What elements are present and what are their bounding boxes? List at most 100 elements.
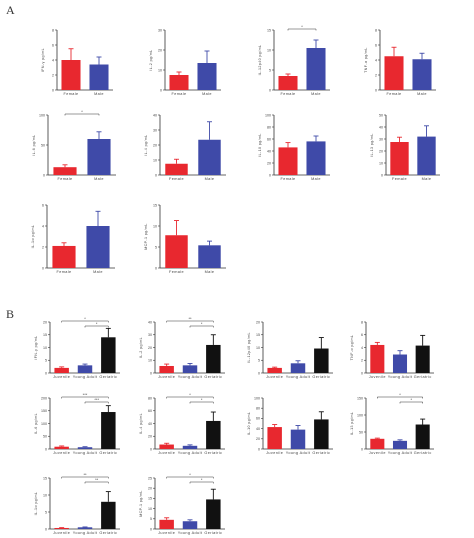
y-axis-label: IL-13 pg/mL bbox=[350, 412, 354, 436]
chart-b10: 0 5 10 15 20 25 MCP-1 pg/mL Juvenile Young Adult… bbox=[139, 472, 225, 535]
y-tick-label: 40 bbox=[256, 427, 260, 431]
bar-young-adult bbox=[77, 365, 93, 373]
bar-geriatric bbox=[101, 501, 116, 529]
y-tick-label: 80 bbox=[148, 396, 152, 400]
y-tick-label: 30 bbox=[148, 333, 152, 337]
category-label: Male bbox=[205, 177, 215, 181]
y-tick-label: 0 bbox=[160, 88, 162, 92]
bar-geriatric bbox=[314, 348, 329, 373]
bar-male bbox=[198, 139, 221, 175]
category-label: Juvenile bbox=[369, 451, 386, 455]
category-label: Young Adult bbox=[73, 375, 98, 379]
y-tick-label: 60 bbox=[267, 137, 271, 141]
y-axis-label: IL-6 pg/mL bbox=[32, 134, 36, 155]
category-label: Young Adult bbox=[178, 451, 203, 455]
bar-female bbox=[390, 142, 409, 175]
category-label: Geriatric bbox=[312, 451, 330, 455]
y-tick-label: 5 bbox=[150, 517, 152, 521]
bar-juvenile bbox=[159, 519, 174, 529]
y-tick-label: 4 bbox=[52, 58, 54, 62]
y-tick-label: 30 bbox=[379, 137, 383, 141]
y-tick-label: 4 bbox=[375, 58, 377, 62]
bar-female bbox=[384, 56, 404, 90]
category-label: Young Adult bbox=[286, 375, 311, 379]
y-tick-label: 6 bbox=[42, 203, 44, 207]
y-tick-label: 4 bbox=[361, 346, 363, 350]
category-label: Male bbox=[311, 177, 321, 181]
y-tick-label: 50 bbox=[41, 143, 45, 147]
bar-young-adult bbox=[182, 521, 198, 529]
y-axis-label: IL-12p40 pg/mL bbox=[247, 332, 251, 363]
category-label: Geriatric bbox=[204, 375, 222, 379]
y-tick-label: 5 bbox=[155, 245, 157, 249]
y-tick-label: 0 bbox=[381, 173, 383, 177]
y-axis-label: IL-2 pg/mL bbox=[149, 49, 153, 70]
category-label: Juvenile bbox=[266, 375, 283, 379]
category-label: Juvenile bbox=[158, 451, 175, 455]
category-label: Juvenile bbox=[158, 531, 175, 535]
y-axis-label: TNF-α pg/mL bbox=[364, 47, 368, 73]
y-tick-label: 8 bbox=[52, 28, 54, 32]
category-label: Female bbox=[56, 270, 71, 274]
panel-label-b: B bbox=[6, 307, 14, 321]
bar-geriatric bbox=[206, 344, 221, 373]
significance-label: * bbox=[189, 472, 191, 477]
category-label: Male bbox=[93, 270, 103, 274]
y-tick-label: 6 bbox=[375, 43, 377, 47]
y-tick-label: 150 bbox=[357, 396, 363, 400]
bar-male bbox=[87, 139, 111, 175]
panel-label-a: A bbox=[6, 3, 15, 17]
bar-young-adult bbox=[290, 429, 306, 449]
y-tick-label: 0 bbox=[45, 371, 47, 375]
category-label: Male bbox=[311, 92, 321, 96]
category-label: Young Adult bbox=[388, 375, 413, 379]
category-label: Geriatric bbox=[99, 375, 117, 379]
y-tick-label: 0 bbox=[45, 527, 47, 531]
y-tick-label: 0 bbox=[42, 266, 44, 270]
y-tick-label: 25 bbox=[148, 476, 152, 480]
y-tick-label: 0 bbox=[361, 447, 363, 451]
y-tick-label: 0 bbox=[269, 173, 271, 177]
y-axis-label: MCP-1 pg/mL bbox=[139, 490, 143, 517]
category-label: Young Adult bbox=[178, 375, 203, 379]
category-label: Geriatric bbox=[414, 375, 432, 379]
y-axis-label: IL-4 pg/mL bbox=[139, 413, 143, 434]
bar-female bbox=[61, 60, 81, 90]
y-tick-label: 10 bbox=[153, 224, 157, 228]
significance-label: * bbox=[84, 316, 86, 321]
category-label: Geriatric bbox=[312, 375, 330, 379]
category-label: Young Adult bbox=[388, 451, 413, 455]
y-tick-label: 50 bbox=[379, 113, 383, 117]
chart-b9: 0 5 10 15 IL-1α pg/mL Juvenile Young Adult Geri… bbox=[34, 472, 120, 535]
y-tick-label: 20 bbox=[379, 149, 383, 153]
category-label: Juvenile bbox=[158, 375, 175, 379]
category-label: Female bbox=[171, 92, 186, 96]
y-tick-label: 100 bbox=[265, 113, 271, 117]
y-tick-label: 100 bbox=[39, 113, 45, 117]
bar-geriatric bbox=[206, 499, 221, 529]
y-tick-label: 10 bbox=[256, 346, 260, 350]
y-tick-label: 10 bbox=[153, 158, 157, 162]
bar-juvenile bbox=[54, 446, 69, 449]
bar-young-adult bbox=[182, 445, 198, 449]
significance-label: * bbox=[189, 392, 191, 397]
y-tick-label: 20 bbox=[153, 143, 157, 147]
bar-male bbox=[412, 59, 432, 90]
y-tick-label: 20 bbox=[267, 161, 271, 165]
bar-male bbox=[86, 226, 110, 268]
bar-juvenile bbox=[370, 438, 385, 449]
y-tick-label: 100 bbox=[357, 413, 363, 417]
y-tick-label: 0 bbox=[269, 88, 271, 92]
y-tick-label: 20 bbox=[148, 435, 152, 439]
y-axis-label: IL-13 pg/mL bbox=[370, 133, 374, 157]
y-tick-label: 0 bbox=[150, 447, 152, 451]
y-tick-label: 10 bbox=[148, 507, 152, 511]
category-label: Male bbox=[202, 92, 212, 96]
bar-juvenile bbox=[370, 344, 385, 373]
bar-female bbox=[165, 235, 188, 268]
y-tick-label: 8 bbox=[361, 320, 363, 324]
bar-geriatric bbox=[206, 420, 221, 449]
y-axis-label: IFN-γ pg/mL bbox=[41, 48, 45, 72]
